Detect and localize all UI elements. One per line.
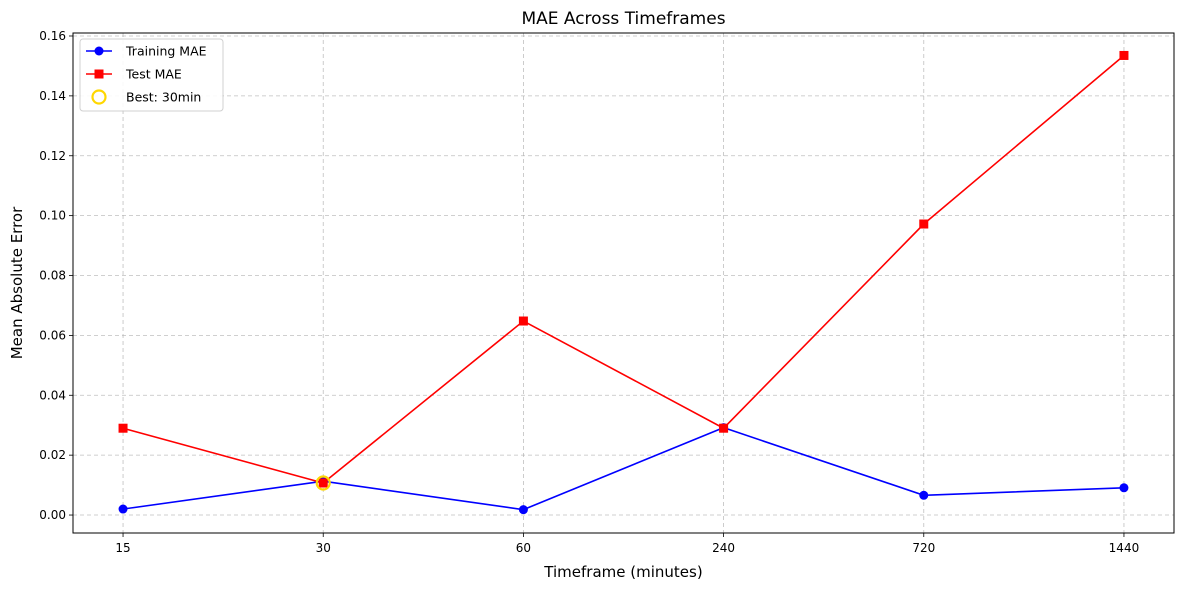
y-tick-label: 0.10 <box>39 209 66 223</box>
legend: Training MAE Test MAE Best: 30min <box>79 38 224 112</box>
y-axis-label: Mean Absolute Error <box>8 206 26 359</box>
x-axis-label: Timeframe (minutes) <box>543 563 702 581</box>
training-mae-point <box>919 490 929 500</box>
x-tick-label: 720 <box>912 541 935 555</box>
test-mae-point <box>318 478 328 488</box>
test-mae-point <box>1119 50 1129 60</box>
test-mae-point <box>919 219 929 229</box>
best-marker <box>315 475 331 491</box>
series-layer <box>118 50 1129 515</box>
legend-label: Best: 30min <box>126 90 201 105</box>
x-tick-label: 1440 <box>1109 541 1140 555</box>
y-tick-label: 0.16 <box>39 29 66 43</box>
training-mae-point <box>518 505 528 515</box>
x-tick-label: 240 <box>712 541 735 555</box>
series-line-0 <box>122 426 1124 511</box>
x-tick-label: 30 <box>316 541 331 555</box>
chart-title: MAE Across Timeframes <box>521 9 725 29</box>
x-tick-label: 15 <box>115 541 130 555</box>
y-tick-label: 0.04 <box>39 388 66 402</box>
legend-square-marker <box>94 69 104 79</box>
legend-label: Test MAE <box>125 67 182 82</box>
y-tick-label: 0.12 <box>39 149 66 163</box>
series-line-1 <box>122 54 1125 484</box>
training-mae-point <box>1119 483 1129 493</box>
test-mae-point <box>118 423 128 433</box>
x-tick-label: 60 <box>516 541 531 555</box>
legend-best-swatch <box>91 89 107 105</box>
test-mae-point <box>518 316 528 326</box>
y-tick-label: 0.02 <box>39 448 66 462</box>
y-tick-label: 0.08 <box>39 269 66 283</box>
legend-label: Training MAE <box>125 44 207 59</box>
tick-layer: 15 30 60 240 720 1440 0.00 0.02 0.04 0.06 0.08 0.10… <box>39 29 1139 555</box>
legend-box <box>79 38 224 112</box>
y-tick-label: 0.06 <box>39 328 66 342</box>
y-tick-label: 0.14 <box>39 89 66 103</box>
training-mae-point <box>118 504 128 514</box>
y-tick-label: 0.00 <box>39 508 66 522</box>
test-mae-point <box>719 423 729 433</box>
grid-layer <box>73 33 1174 533</box>
plot-frame <box>72 32 1175 534</box>
legend-circle-marker <box>94 46 104 56</box>
